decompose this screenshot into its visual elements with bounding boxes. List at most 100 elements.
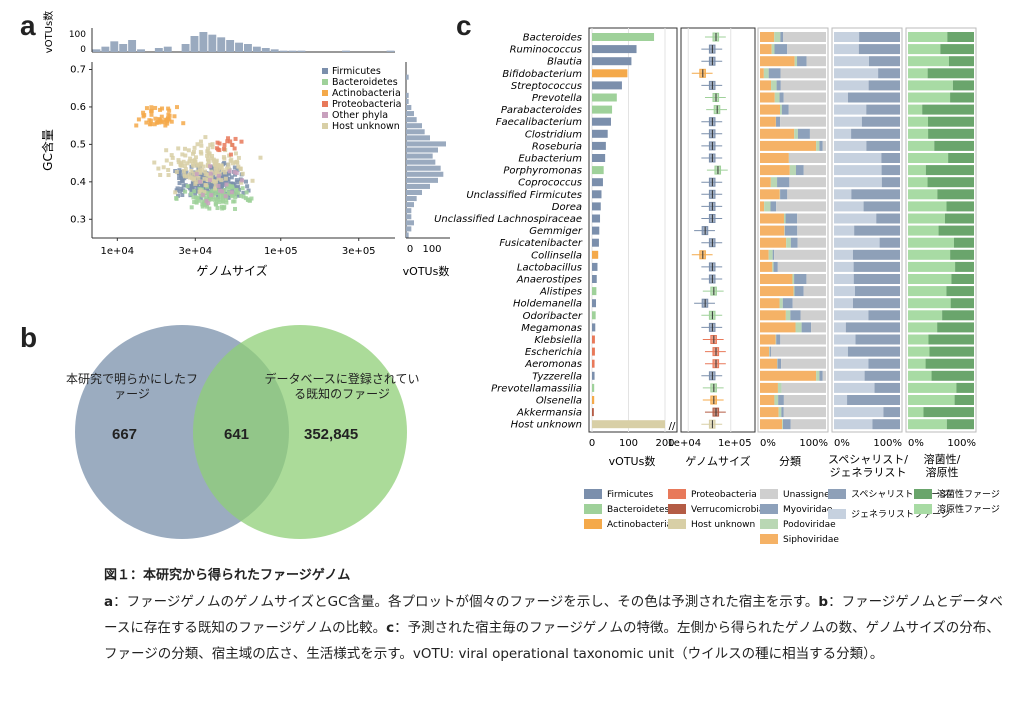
- scatter-point: [141, 114, 146, 119]
- scatter-point: [235, 180, 240, 185]
- specialist-segment: [853, 261, 900, 272]
- right-hist-bar: [406, 214, 412, 220]
- votu-count-bar: [592, 45, 637, 54]
- lytic-segment: [954, 395, 974, 405]
- panel-c-host-features: BacteroidesRuminococcusBlautiaBifidobact…: [434, 27, 1000, 545]
- taxonomy-segment: [774, 92, 780, 103]
- lysogenic-segment: [908, 225, 939, 236]
- taxonomy-segment: [780, 116, 826, 127]
- generalist-segment: [834, 249, 853, 260]
- lytic-segment: [953, 237, 974, 248]
- top-hist-bar: [163, 46, 172, 52]
- scatter-point: [149, 108, 154, 113]
- taxonomy-segment: [780, 32, 784, 42]
- lytic-segment: [923, 407, 974, 418]
- legend-entry: Firmicutes: [607, 490, 654, 500]
- host-label: Coprococcus: [518, 178, 582, 189]
- scatter-point: [240, 186, 245, 191]
- lysogenic-segment: [908, 213, 945, 224]
- legend-entry: 溶原性ファージ: [937, 503, 1000, 515]
- venn-left-label: 本研究で明らかにしたファージ: [65, 372, 198, 401]
- votu-tick: 0: [589, 438, 595, 449]
- taxonomy-segment: [779, 92, 784, 103]
- top-hist-bar: [261, 48, 270, 52]
- right-hist-bar: [406, 220, 414, 226]
- scatter-point: [176, 171, 181, 176]
- taxonomy-segment: [760, 104, 781, 115]
- host-label: Olsenella: [536, 396, 582, 407]
- scatter-point: [200, 174, 205, 179]
- taxonomy-segment: [760, 153, 789, 163]
- scatter-point: [183, 153, 188, 158]
- legend-swatch: [760, 519, 778, 529]
- legend-swatch: [668, 519, 686, 529]
- right-hist-bar: [406, 117, 417, 123]
- lysogenic-segment: [908, 56, 949, 67]
- scatter-point: [134, 123, 139, 128]
- taxonomy-segment: [797, 128, 810, 139]
- votu-count-bar: [592, 383, 595, 392]
- taxonomy-segment: [760, 322, 796, 333]
- lifestyle-axis-label: 溶菌性/: [924, 452, 961, 466]
- scatter-point: [226, 190, 231, 195]
- generalist-segment: [834, 92, 848, 103]
- votu-count-bar: [592, 117, 611, 126]
- right-hist-bar: [406, 98, 409, 104]
- scatter-point: [218, 197, 223, 202]
- taxonomy-segment: [768, 249, 773, 260]
- scatter-point: [215, 162, 220, 167]
- right-hist-bar: [406, 183, 430, 189]
- specialist-segment: [866, 140, 900, 151]
- scatter-point: [250, 178, 255, 183]
- scatter-point: [223, 176, 228, 181]
- taxonomy-segment: [760, 249, 769, 260]
- scatter-point: [192, 177, 197, 182]
- votu-count-bar: [592, 371, 595, 380]
- legend-swatch: [322, 112, 328, 118]
- taxonomy-segment: [760, 237, 787, 248]
- lysogenic-segment: [908, 140, 935, 151]
- votu-count-bar: [592, 287, 597, 296]
- taxonomy-segment: [760, 68, 764, 79]
- generalist-segment: [834, 334, 856, 345]
- generalist-segment: [834, 32, 860, 42]
- host-label: Anaerostipes: [516, 275, 582, 286]
- taxonomy-segment: [774, 249, 826, 260]
- scatter-point: [213, 165, 218, 170]
- scatter-point: [177, 181, 182, 186]
- votu-count-bar: [592, 396, 595, 404]
- scatter-point: [141, 110, 146, 115]
- legend-swatch: [322, 90, 328, 96]
- scatter-point: [155, 120, 160, 125]
- scatter-point: [216, 183, 221, 188]
- specialist-segment: [851, 189, 900, 200]
- taxonomy-segment: [780, 189, 788, 200]
- scatter-point: [167, 108, 172, 113]
- taxonomy-segment: [760, 140, 817, 151]
- taxonomy-segment: [780, 334, 826, 345]
- scatter-point: [172, 114, 177, 119]
- scatter-point: [176, 160, 181, 165]
- scatter-point: [166, 167, 171, 172]
- host-label: Prevotellamassilia: [491, 383, 582, 394]
- lysogenic-segment: [908, 92, 951, 103]
- specialist-segment: [876, 213, 900, 224]
- scatter-point: [159, 114, 164, 119]
- host-label: Streptococcus: [511, 81, 582, 92]
- scatter-point: [136, 117, 141, 122]
- scatter-point: [206, 201, 211, 206]
- scatter-point: [210, 142, 215, 147]
- votu-count-bar: [592, 33, 655, 41]
- taxonomy-segment: [780, 80, 826, 91]
- generalist-segment: [834, 358, 869, 369]
- lysogenic-segment: [908, 201, 947, 212]
- scatter-point: [213, 186, 218, 191]
- taxonomy-segment: [788, 104, 826, 115]
- legend-entry: Podoviridae: [783, 520, 836, 530]
- host-label: Akkermansia: [516, 408, 582, 419]
- votu-count-bar: [592, 408, 594, 417]
- scatter-point: [205, 156, 210, 161]
- scatter-point: [192, 200, 197, 205]
- taxonomy-segment: [801, 322, 812, 333]
- votu-count-bar: [592, 190, 602, 199]
